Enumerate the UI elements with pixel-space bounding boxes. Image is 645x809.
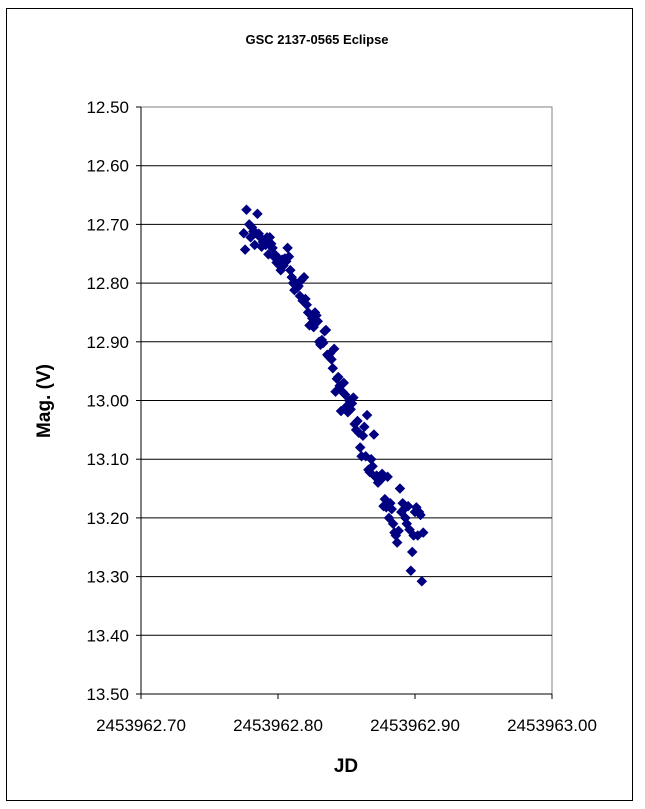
data-point — [328, 343, 340, 355]
data-point — [358, 421, 370, 433]
y-tick-label: 13.50 — [86, 685, 129, 704]
y-tick-label: 12.80 — [86, 274, 129, 293]
data-point — [394, 483, 406, 494]
x-tick-label: 2453963.00 — [507, 716, 597, 735]
data-point — [402, 500, 414, 512]
data-point — [298, 271, 310, 283]
x-axis-title: JD — [334, 756, 358, 777]
data-point — [312, 315, 324, 327]
data-point — [327, 362, 339, 374]
data-point — [357, 430, 369, 442]
y-tick-label: 12.90 — [86, 333, 129, 352]
chart-title: GSC 2137-0565 Eclipse — [245, 32, 388, 47]
data-point — [252, 208, 263, 220]
data-point — [416, 575, 428, 587]
chart-frame — [6, 8, 633, 801]
data-point — [391, 537, 403, 548]
y-tick-label: 13.40 — [86, 626, 129, 645]
data-point — [338, 377, 350, 389]
y-tick-label: 13.10 — [86, 450, 129, 469]
data-point — [386, 503, 398, 515]
data-point — [238, 227, 250, 239]
y-tick-label: 13.20 — [86, 509, 129, 528]
y-tick-label: 12.70 — [86, 215, 129, 234]
data-point — [368, 429, 380, 440]
data-point — [415, 509, 426, 521]
x-tick-label: 2453962.90 — [370, 716, 460, 735]
data-points — [238, 204, 429, 587]
data-point — [367, 460, 378, 472]
data-point — [382, 471, 393, 483]
data-point — [241, 204, 252, 216]
data-point — [393, 525, 404, 537]
y-tick-label: 13.00 — [86, 392, 129, 411]
data-point — [417, 527, 429, 538]
data-point — [347, 392, 359, 403]
y-axis-title: Mag. (V) — [34, 364, 55, 438]
data-point — [352, 415, 363, 427]
y-tick-label: 12.60 — [86, 157, 129, 176]
x-tick-label: 2453962.70 — [96, 716, 186, 735]
y-axis-ticks: 12.50 12.60 12.70 12.80 12.90 13.00 13.10 13.20… — [86, 98, 141, 704]
data-point — [239, 244, 251, 255]
data-point — [317, 337, 329, 349]
data-point — [361, 409, 373, 421]
data-point — [320, 324, 332, 336]
data-point — [406, 546, 418, 558]
x-tick-label: 2453962.80 — [233, 716, 323, 735]
data-point — [283, 251, 295, 263]
y-tick-label: 13.30 — [86, 568, 129, 587]
x-axis-ticks: 2453962.70 2453962.80 2453962.90 2453963.00 — [96, 694, 597, 735]
y-tick-label: 12.50 — [86, 98, 129, 117]
data-point — [405, 565, 417, 577]
